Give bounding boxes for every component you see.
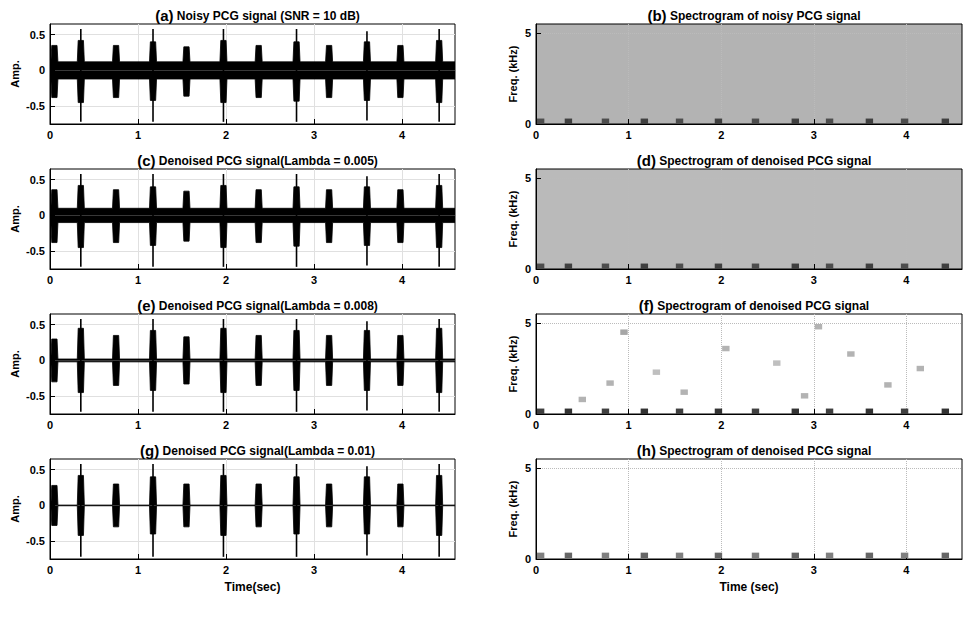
svg-text:0: 0 <box>525 263 531 275</box>
svg-text:1: 1 <box>135 419 141 431</box>
svg-text:5: 5 <box>525 27 531 39</box>
svg-text:Time (sec): Time (sec) <box>719 580 778 594</box>
svg-text:4: 4 <box>399 419 406 431</box>
svg-text:Spectrogram of denoised PCG si: Spectrogram of denoised PCG signal <box>656 444 871 458</box>
svg-text:-0.5: -0.5 <box>26 245 45 257</box>
svg-text:3: 3 <box>811 564 817 576</box>
svg-text:(c): (c) <box>137 152 155 169</box>
svg-text:(e): (e) <box>137 297 155 314</box>
svg-text:0: 0 <box>39 209 45 221</box>
svg-text:4: 4 <box>903 564 910 576</box>
svg-text:2: 2 <box>718 564 724 576</box>
svg-text:-0.5: -0.5 <box>26 390 45 402</box>
svg-text:1: 1 <box>626 419 632 431</box>
svg-text:5: 5 <box>525 172 531 184</box>
svg-text:0: 0 <box>39 354 45 366</box>
svg-text:0: 0 <box>39 499 45 511</box>
svg-text:-0.5: -0.5 <box>26 535 45 547</box>
svg-text:2: 2 <box>718 419 724 431</box>
svg-text:-0.5: -0.5 <box>26 100 45 112</box>
svg-text:2: 2 <box>223 274 229 286</box>
svg-text:0.5: 0.5 <box>30 174 45 186</box>
svg-text:0: 0 <box>47 274 53 286</box>
svg-text:Time(sec): Time(sec) <box>225 580 281 594</box>
svg-text:3: 3 <box>311 564 317 576</box>
svg-text:Freq. (kHz): Freq. (kHz) <box>507 190 519 247</box>
svg-text:Spectrogram of noisy PCG signa: Spectrogram of noisy PCG signal <box>667 9 861 23</box>
svg-text:(h): (h) <box>637 442 656 459</box>
svg-text:3: 3 <box>311 274 317 286</box>
svg-text:0: 0 <box>525 408 531 420</box>
svg-text:0: 0 <box>525 553 531 565</box>
svg-text:3: 3 <box>811 129 817 141</box>
svg-text:3: 3 <box>811 419 817 431</box>
svg-text:Amp.: Amp. <box>9 60 21 88</box>
svg-text:2: 2 <box>223 129 229 141</box>
svg-text:Freq. (kHz): Freq. (kHz) <box>507 335 519 392</box>
svg-text:Noisy PCG signal (SNR = 10 dB): Noisy PCG signal (SNR = 10 dB) <box>173 9 359 23</box>
svg-text:0: 0 <box>47 129 53 141</box>
svg-text:Amp.: Amp. <box>9 495 21 523</box>
svg-text:4: 4 <box>903 274 910 286</box>
svg-text:3: 3 <box>311 419 317 431</box>
svg-text:(a): (a) <box>155 7 173 24</box>
svg-text:0.5: 0.5 <box>30 464 45 476</box>
svg-text:0.5: 0.5 <box>30 319 45 331</box>
svg-text:1: 1 <box>626 129 632 141</box>
svg-text:1: 1 <box>135 274 141 286</box>
svg-text:Denoised PCG signal(Lambda = 0: Denoised PCG signal(Lambda = 0.005) <box>155 154 377 168</box>
svg-text:4: 4 <box>399 274 406 286</box>
svg-text:1: 1 <box>626 564 632 576</box>
svg-text:4: 4 <box>399 564 406 576</box>
svg-text:2: 2 <box>223 419 229 431</box>
svg-text:3: 3 <box>311 129 317 141</box>
svg-text:Denoised PCG signal(Lambda = 0: Denoised PCG signal(Lambda = 0.008) <box>155 299 377 313</box>
svg-text:0: 0 <box>533 274 539 286</box>
svg-text:3: 3 <box>811 274 817 286</box>
svg-text:0: 0 <box>47 564 53 576</box>
svg-text:Freq. (kHz): Freq. (kHz) <box>507 480 519 537</box>
svg-text:(g): (g) <box>140 442 159 459</box>
svg-text:0: 0 <box>47 419 53 431</box>
svg-text:Denoised PCG signal(Lambda = 0: Denoised PCG signal(Lambda = 0.01) <box>159 444 375 458</box>
svg-text:0: 0 <box>39 64 45 76</box>
svg-text:0: 0 <box>533 419 539 431</box>
svg-text:4: 4 <box>399 129 406 141</box>
svg-text:0: 0 <box>533 564 539 576</box>
svg-text:Spectrogram of denoised PCG si: Spectrogram of denoised PCG signal <box>654 299 869 313</box>
svg-text:Freq. (kHz): Freq. (kHz) <box>507 45 519 102</box>
svg-text:1: 1 <box>135 129 141 141</box>
svg-text:(f): (f) <box>639 297 654 314</box>
svg-text:2: 2 <box>223 564 229 576</box>
svg-text:4: 4 <box>903 419 910 431</box>
svg-text:0: 0 <box>533 129 539 141</box>
svg-text:5: 5 <box>525 317 531 329</box>
svg-text:4: 4 <box>903 129 910 141</box>
svg-text:2: 2 <box>718 129 724 141</box>
svg-text:1: 1 <box>135 564 141 576</box>
svg-text:5: 5 <box>525 462 531 474</box>
svg-text:Amp.: Amp. <box>9 205 21 233</box>
svg-text:0: 0 <box>525 118 531 130</box>
svg-text:0.5: 0.5 <box>30 29 45 41</box>
svg-text:Spectrogram of denoised PCG si: Spectrogram of denoised PCG signal <box>656 154 871 168</box>
svg-text:1: 1 <box>626 274 632 286</box>
svg-text:(d): (d) <box>637 152 656 169</box>
svg-text:(b): (b) <box>647 7 666 24</box>
svg-text:2: 2 <box>718 274 724 286</box>
svg-text:Amp.: Amp. <box>9 350 21 378</box>
